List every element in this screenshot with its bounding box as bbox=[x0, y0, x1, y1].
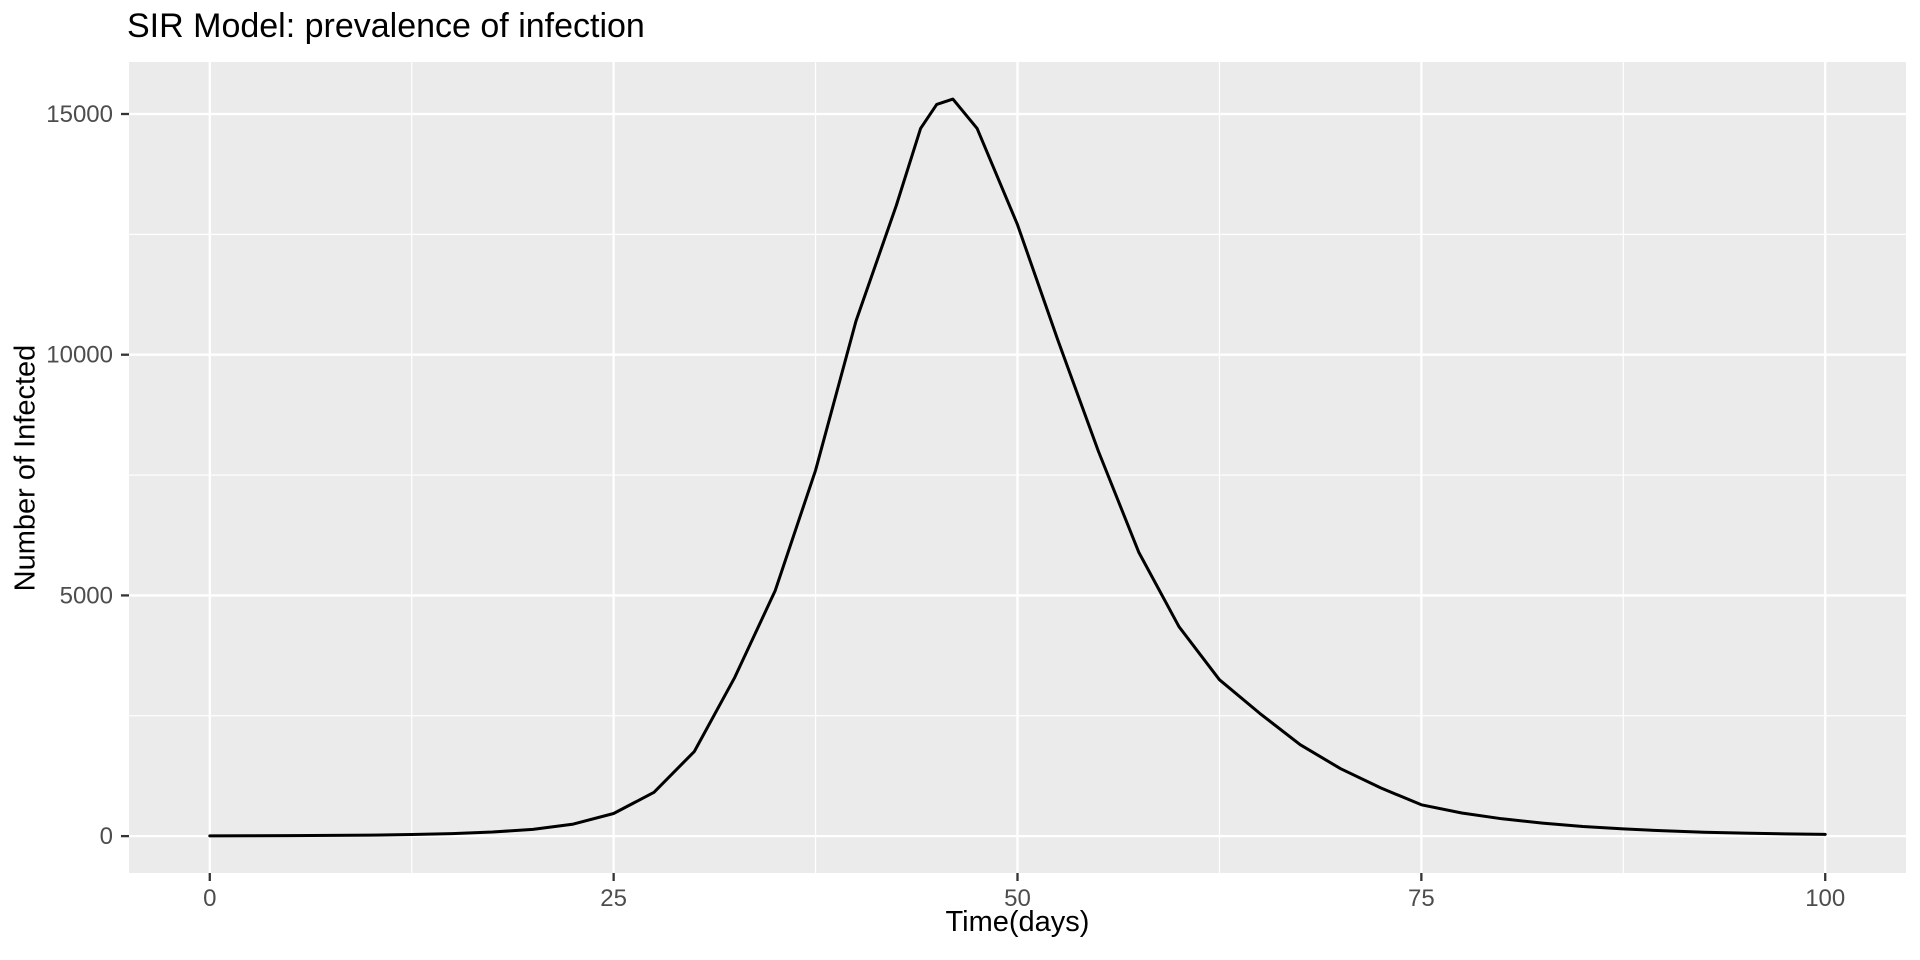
chart-title: SIR Model: prevalence of infection bbox=[127, 7, 645, 45]
y-axis-title: Number of Infected bbox=[9, 344, 42, 592]
x-axis-title: Time(days) bbox=[945, 906, 1090, 938]
x-tick-label: 25 bbox=[600, 885, 627, 912]
y-tick-label: 15000 bbox=[46, 101, 113, 128]
x-tick-label: 50 bbox=[1004, 885, 1031, 912]
x-tick-label: 100 bbox=[1805, 885, 1845, 912]
x-tick-label: 0 bbox=[203, 885, 216, 912]
y-tick-label: 0 bbox=[100, 823, 113, 850]
x-tick-label: 75 bbox=[1408, 885, 1435, 912]
infected-prevalence-line bbox=[208, 97, 1827, 838]
y-tick-label: 5000 bbox=[60, 582, 113, 609]
y-tick-label: 10000 bbox=[46, 342, 113, 369]
